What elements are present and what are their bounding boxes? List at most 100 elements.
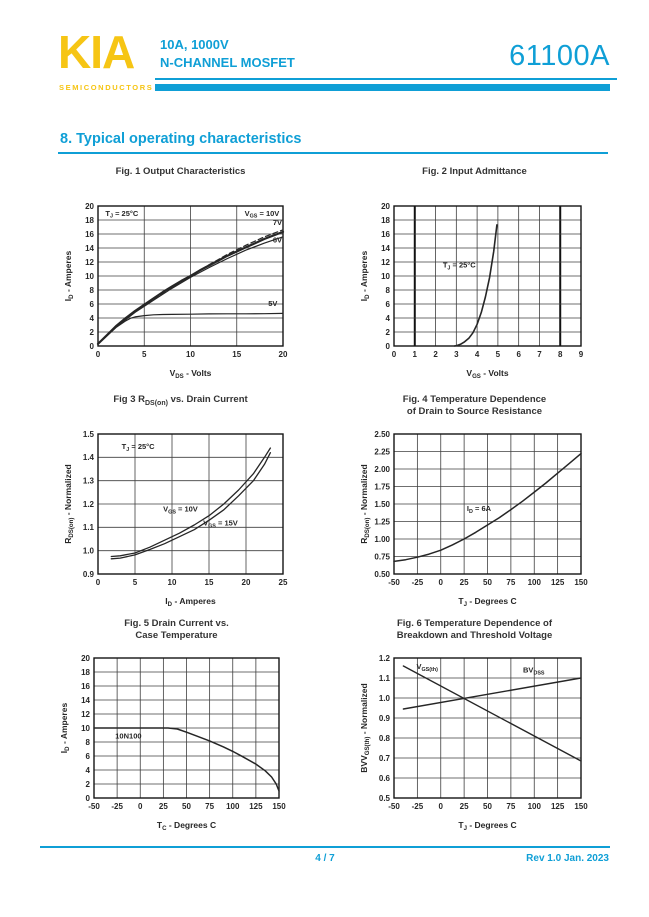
svg-text:14: 14 xyxy=(81,696,90,705)
svg-text:1.2: 1.2 xyxy=(83,500,95,509)
svg-text:-50: -50 xyxy=(388,802,400,811)
svg-text:50: 50 xyxy=(483,802,492,811)
svg-text:0.9: 0.9 xyxy=(83,570,95,579)
svg-text:8: 8 xyxy=(86,738,91,747)
svg-text:10: 10 xyxy=(186,350,195,359)
svg-text:25: 25 xyxy=(460,578,469,587)
svg-text:16: 16 xyxy=(85,230,94,239)
svg-text:25: 25 xyxy=(460,802,469,811)
svg-text:2.00: 2.00 xyxy=(374,465,390,474)
figure-4-title: Fig. 4 Temperature Dependence of Drain to… xyxy=(402,394,547,417)
svg-text:6: 6 xyxy=(90,300,95,309)
svg-text:VGS = 10V: VGS = 10V xyxy=(163,504,198,515)
svg-text:0: 0 xyxy=(96,578,101,587)
svg-text:10: 10 xyxy=(381,272,390,281)
svg-text:3: 3 xyxy=(454,350,459,359)
svg-text:1.1: 1.1 xyxy=(379,674,391,683)
svg-text:VGS = 15V: VGS = 15V xyxy=(203,518,238,529)
svg-text:20: 20 xyxy=(242,578,251,587)
header-rule-thick xyxy=(155,84,610,91)
svg-text:0: 0 xyxy=(86,794,91,803)
svg-text:10: 10 xyxy=(85,272,94,281)
svg-text:150: 150 xyxy=(272,802,286,811)
svg-text:7V: 7V xyxy=(273,218,282,227)
section-underline xyxy=(58,152,608,154)
svg-text:4: 4 xyxy=(86,766,91,775)
figure-3-chart: 0 5 10 15 20 25 0.9 1.0 1.1 1.2 1.3 1.4 1.5 ID - Ampe… xyxy=(63,430,288,608)
svg-text:10: 10 xyxy=(81,724,90,733)
svg-text:14: 14 xyxy=(381,244,390,253)
svg-text:15: 15 xyxy=(232,350,241,359)
svg-text:-50: -50 xyxy=(88,802,100,811)
svg-text:4: 4 xyxy=(90,314,95,323)
figure-6-chart: -50 -25 0 25 50 75 100 125 150 0.5 0.6 0.7 0.8 0.9 1.0… xyxy=(359,654,588,832)
svg-text:50: 50 xyxy=(182,802,191,811)
svg-text:5V: 5V xyxy=(268,299,277,308)
svg-text:1.75: 1.75 xyxy=(374,482,390,491)
svg-text:TJ = 25°C: TJ = 25°C xyxy=(105,209,138,220)
svg-text:0: 0 xyxy=(138,802,143,811)
svg-text:75: 75 xyxy=(506,802,515,811)
svg-text:10: 10 xyxy=(168,578,177,587)
svg-text:0.75: 0.75 xyxy=(374,552,390,561)
svg-text:1: 1 xyxy=(413,350,418,359)
svg-text:75: 75 xyxy=(205,802,214,811)
figure-1: Fig. 1 Output Characteristics 0 5 10 15 20 0 2… xyxy=(62,166,299,396)
svg-text:2: 2 xyxy=(433,350,438,359)
svg-text:4: 4 xyxy=(475,350,480,359)
svg-text:0: 0 xyxy=(439,802,444,811)
svg-text:2.50: 2.50 xyxy=(374,430,390,439)
kia-logo: KIA xyxy=(58,26,135,78)
svg-text:1.3: 1.3 xyxy=(83,476,95,485)
svg-text:14: 14 xyxy=(85,244,94,253)
svg-text:20: 20 xyxy=(85,202,94,211)
svg-text:0: 0 xyxy=(90,342,95,351)
svg-text:25: 25 xyxy=(159,802,168,811)
svg-text:16: 16 xyxy=(81,682,90,691)
svg-text:8: 8 xyxy=(558,350,563,359)
figure-2-title: Fig. 2 Input Admittance xyxy=(422,166,527,177)
svg-text:1.25: 1.25 xyxy=(374,517,390,526)
svg-text:0: 0 xyxy=(386,342,391,351)
svg-text:10N100: 10N100 xyxy=(115,732,141,741)
svg-text:100: 100 xyxy=(528,802,542,811)
svg-text:2: 2 xyxy=(386,328,391,337)
device-rating: 10A, 1000V xyxy=(160,37,229,52)
svg-text:0.5: 0.5 xyxy=(379,794,391,803)
svg-text:15: 15 xyxy=(205,578,214,587)
svg-text:TJ = 25°C: TJ = 25°C xyxy=(443,261,476,272)
svg-text:0.9: 0.9 xyxy=(379,714,391,723)
footer-rule xyxy=(40,846,610,848)
svg-text:18: 18 xyxy=(381,216,390,225)
svg-text:0.6: 0.6 xyxy=(379,774,391,783)
svg-text:150: 150 xyxy=(574,802,588,811)
svg-text:6V: 6V xyxy=(273,235,282,244)
svg-text:25: 25 xyxy=(279,578,288,587)
svg-text:9: 9 xyxy=(579,350,584,359)
svg-text:1.50: 1.50 xyxy=(374,500,390,509)
figure-6: Fig. 6 Temperature Dependence of Breakdow… xyxy=(352,618,597,848)
svg-text:16: 16 xyxy=(381,230,390,239)
svg-text:VDS - Volts: VDS - Volts xyxy=(170,368,212,380)
svg-text:125: 125 xyxy=(551,802,565,811)
svg-text:ID - Amperes: ID - Amperes xyxy=(59,703,71,754)
svg-text:1.0: 1.0 xyxy=(379,694,391,703)
svg-text:20: 20 xyxy=(381,202,390,211)
svg-text:BVVGS(th) - Normalized: BVVGS(th) - Normalized xyxy=(359,683,371,772)
svg-text:20: 20 xyxy=(81,654,90,663)
svg-text:4: 4 xyxy=(386,314,391,323)
figure-5-chart: -50 -25 0 25 50 75 100 125 150 0 2 4 6 8 10 12 14 16 18 20 T… xyxy=(59,654,286,832)
svg-text:6: 6 xyxy=(86,752,91,761)
svg-text:1.00: 1.00 xyxy=(374,535,390,544)
svg-text:8: 8 xyxy=(90,286,95,295)
header-rule-thin xyxy=(155,78,617,80)
svg-text:ID = 6A: ID = 6A xyxy=(467,504,492,515)
svg-text:-25: -25 xyxy=(111,802,123,811)
svg-text:50: 50 xyxy=(483,578,492,587)
svg-text:0: 0 xyxy=(392,350,397,359)
svg-text:0: 0 xyxy=(96,350,101,359)
svg-text:12: 12 xyxy=(85,258,94,267)
svg-text:7: 7 xyxy=(537,350,542,359)
svg-text:-25: -25 xyxy=(412,578,424,587)
